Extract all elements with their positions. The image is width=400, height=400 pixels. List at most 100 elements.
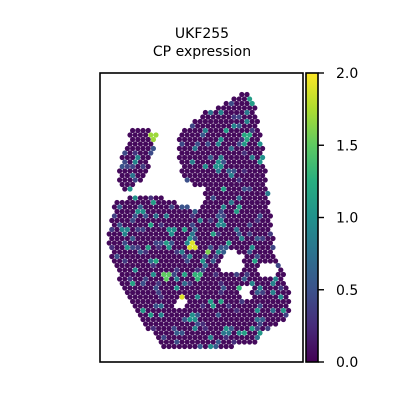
spot-point	[156, 253, 162, 260]
spot-point	[218, 226, 224, 233]
spot-point	[210, 303, 216, 309]
spot-point	[257, 141, 263, 147]
spot-point	[163, 303, 169, 309]
spot-point	[247, 222, 253, 228]
spot-point	[283, 303, 289, 309]
spot-point	[234, 334, 240, 341]
spot-point	[205, 114, 211, 120]
spot-point	[218, 298, 224, 305]
spot-point	[127, 141, 133, 147]
spot-point	[145, 226, 151, 233]
spot-point	[184, 159, 190, 165]
spot-point	[236, 132, 242, 138]
spot-point	[132, 267, 138, 273]
spot-point	[275, 289, 281, 296]
spot-point	[137, 249, 143, 255]
spot-point	[223, 217, 229, 224]
spot-point	[208, 109, 214, 116]
spot-point	[179, 294, 185, 300]
spot-point	[234, 271, 240, 278]
spot-point	[241, 132, 247, 138]
spot-point	[127, 276, 133, 282]
spot-point	[267, 312, 273, 318]
spot-point	[236, 339, 242, 345]
spot-point	[143, 294, 149, 300]
spot-point	[153, 312, 159, 318]
spot-point	[182, 145, 188, 152]
spot-point	[148, 204, 154, 210]
spot-point	[187, 217, 193, 224]
spot-point	[267, 213, 273, 219]
spot-point	[249, 172, 255, 179]
spot-point	[150, 262, 156, 269]
spot-point	[202, 289, 208, 296]
spot-point	[200, 114, 206, 120]
spot-point	[249, 289, 255, 296]
spot-point	[205, 267, 211, 273]
spot-point	[169, 258, 175, 264]
spot-point	[236, 204, 242, 210]
spot-point	[221, 213, 227, 219]
spot-point	[252, 222, 258, 228]
spot-point	[148, 321, 154, 327]
spot-point	[143, 195, 149, 201]
chart-subtitle: CP expression	[153, 44, 251, 60]
spot-point	[132, 231, 138, 237]
spot-point	[257, 330, 263, 336]
spot-point	[182, 334, 188, 341]
spot-point	[213, 136, 219, 143]
spot-point	[286, 307, 292, 314]
spot-point	[231, 294, 237, 300]
spot-point	[176, 262, 182, 269]
spot-point	[153, 231, 159, 237]
spot-point	[244, 253, 250, 260]
spot-point	[179, 159, 185, 165]
spot-point	[171, 280, 177, 287]
spot-point	[226, 186, 232, 192]
spot-point	[179, 249, 185, 255]
spot-point	[143, 240, 149, 246]
spot-point	[275, 271, 281, 278]
spot-point	[187, 307, 193, 314]
spot-point	[239, 235, 245, 242]
spot-point	[184, 249, 190, 255]
spot-point	[176, 334, 182, 341]
spot-point	[122, 267, 128, 273]
spot-point	[275, 262, 281, 269]
spot-point	[223, 100, 229, 107]
spot-point	[124, 235, 130, 242]
spot-point	[208, 145, 214, 152]
spot-point	[130, 136, 136, 143]
spot-point	[135, 154, 141, 161]
spot-point	[278, 285, 284, 291]
spot-point	[197, 163, 203, 170]
spot-point	[228, 244, 234, 251]
spot-point	[221, 168, 227, 174]
spot-point	[234, 316, 240, 323]
spot-point	[221, 195, 227, 201]
spot-point	[239, 190, 245, 197]
spot-point	[195, 231, 201, 237]
spot-point	[182, 343, 188, 350]
spot-point	[174, 222, 180, 228]
spot-point	[247, 96, 253, 102]
spot-point	[218, 217, 224, 224]
spot-point	[215, 339, 221, 345]
spot-point	[213, 244, 219, 251]
spot-point	[189, 222, 195, 228]
spot-point	[169, 312, 175, 318]
spot-point	[226, 150, 232, 156]
spot-point	[195, 123, 201, 129]
spot-point	[176, 307, 182, 314]
spot-point	[182, 208, 188, 215]
spot-point	[249, 253, 255, 260]
spot-point	[189, 249, 195, 255]
spot-point	[192, 316, 198, 323]
spot-point	[158, 195, 164, 201]
spot-point	[213, 316, 219, 323]
spot-point	[117, 276, 123, 282]
spot-point	[247, 213, 253, 219]
spot-point	[260, 235, 266, 242]
spot-point	[257, 150, 263, 156]
spot-point	[241, 276, 247, 282]
